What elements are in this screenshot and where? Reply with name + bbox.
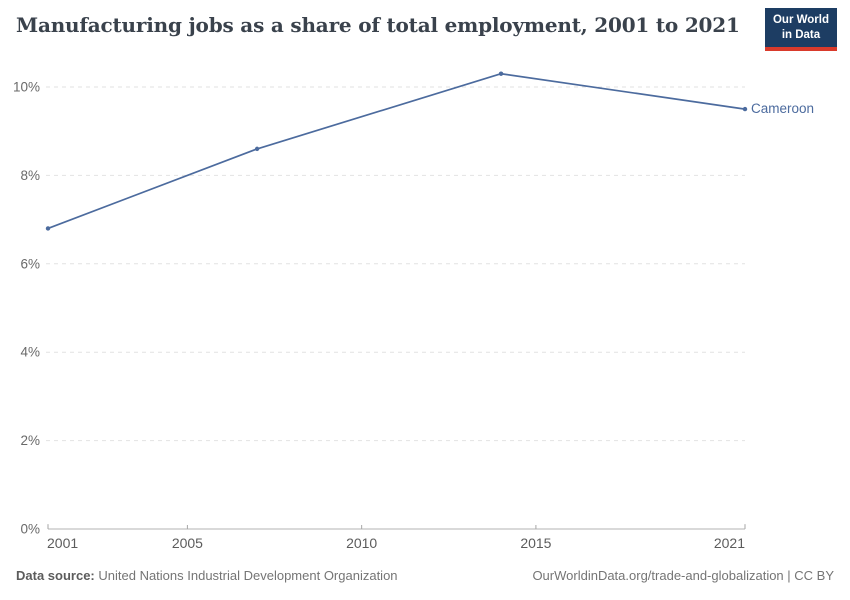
series-end-label[interactable]: Cameroon [751, 101, 814, 116]
owid-logo[interactable]: Our World in Data [764, 8, 837, 51]
x-tick-label: 2010 [346, 535, 377, 551]
data-source-text: United Nations Industrial Development Or… [98, 568, 398, 583]
data-point-marker[interactable] [498, 71, 504, 76]
x-tick-label: 2005 [172, 535, 203, 551]
x-tick-label: 2001 [47, 535, 78, 551]
y-tick-label: 4% [20, 345, 40, 360]
x-tick-label: 2021 [714, 535, 745, 551]
data-source: Data source: United Nations Industrial D… [16, 568, 398, 583]
line-chart: 0% 2% 4% 6% 8% 10% 2001 2005 2010 2015 2021 Cameroo… [13, 71, 814, 551]
x-tick-label: 2015 [520, 535, 551, 551]
data-source-label: Data source: [16, 568, 95, 583]
y-tick-label: 2% [20, 433, 40, 448]
logo-text-line1: Our World [772, 14, 829, 26]
chart-title: Manufacturing jobs as a share of total e… [16, 13, 740, 37]
credit-link[interactable]: OurWorldinData.org/trade-and-globalizati… [532, 568, 834, 583]
data-point-marker[interactable] [742, 106, 748, 112]
logo-text-line2: in Data [781, 28, 821, 41]
data-point-marker[interactable] [45, 226, 51, 231]
y-tick-label: 6% [20, 256, 40, 271]
data-point-marker[interactable] [254, 146, 260, 152]
y-tick-label: 10% [13, 80, 40, 95]
chart-footer: Data source: United Nations Industrial D… [16, 568, 834, 583]
y-tick-label: 0% [20, 522, 40, 537]
y-tick-label: 8% [20, 168, 40, 183]
series-line[interactable] [47, 72, 746, 230]
